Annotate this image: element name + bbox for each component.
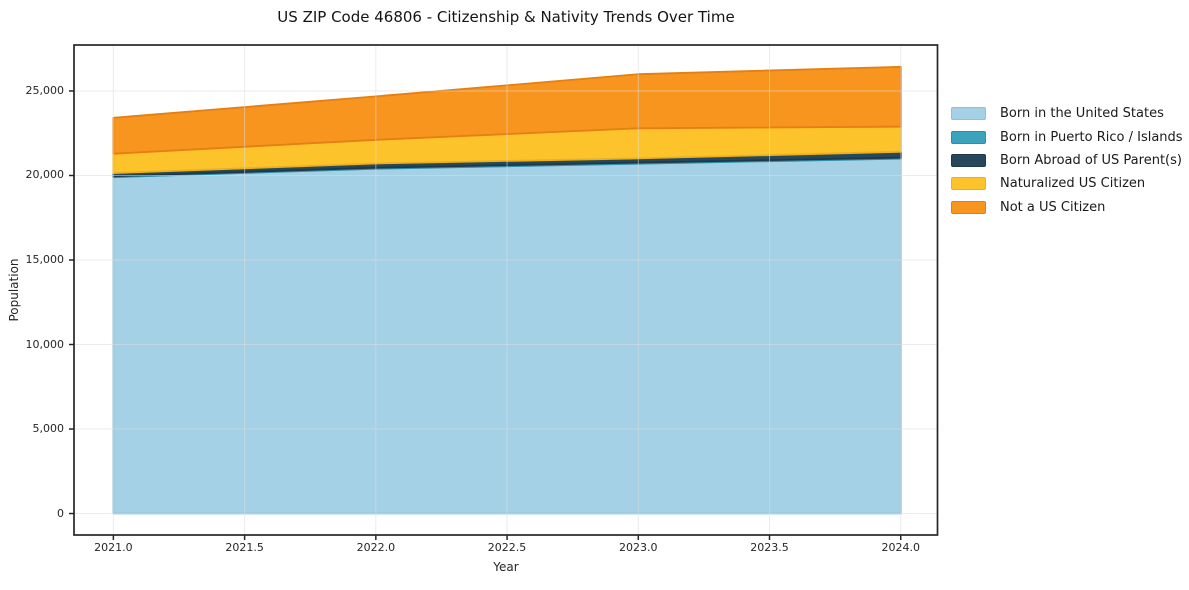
y-tick-label: 5,000 — [32, 422, 65, 436]
legend-item: Born in the United States — [951, 102, 1183, 125]
gridlines — [74, 45, 938, 535]
x-tick-label: 2021.5 — [225, 541, 264, 554]
legend-item: Born in Puerto Rico / Islands — [951, 125, 1183, 148]
legend-label: Born in the United States — [1000, 106, 1164, 122]
x-tick-label: 2022.0 — [356, 541, 396, 554]
y-tick-label: 25,000 — [25, 83, 65, 97]
legend-label: Naturalized US Citizen — [1000, 176, 1146, 192]
legend-item: Born Abroad of US Parent(s) — [951, 149, 1183, 172]
legend-swatch-3 — [951, 177, 986, 191]
y-tick-label: 0 — [57, 506, 64, 520]
y-tick-label: 20,000 — [25, 168, 65, 182]
axes-frame — [69, 44, 939, 540]
x-tick-label: 2022.5 — [487, 541, 527, 554]
y-tick-label: 15,000 — [25, 252, 65, 266]
legend-label: Born Abroad of US Parent(s) — [1000, 152, 1182, 168]
chart-title: US ZIP Code 46806 - Citizenship & Nativi… — [277, 8, 735, 26]
legend-label: Born in Puerto Rico / Islands — [1000, 129, 1183, 145]
y-axis-label: Population — [7, 258, 21, 322]
x-tick-label: 2024.0 — [881, 541, 921, 554]
y-tick-label: 10,000 — [25, 337, 65, 351]
legend-item: Not a US Citizen — [951, 196, 1183, 219]
legend-swatch-4 — [951, 200, 986, 214]
legend-swatch-0 — [951, 107, 986, 121]
legend-swatch-1 — [951, 130, 986, 144]
x-tick-label: 2021.0 — [94, 541, 133, 554]
x-tick-label: 2023.5 — [750, 541, 789, 554]
legend: Born in the United States Born in Puerto … — [951, 102, 1183, 219]
legend-swatch-2 — [951, 153, 986, 167]
legend-item: Naturalized US Citizen — [951, 172, 1183, 195]
legend-label: Not a US Citizen — [1000, 199, 1106, 215]
x-tick-label: 2023.0 — [619, 541, 658, 554]
x-axis-label: Year — [493, 560, 519, 574]
